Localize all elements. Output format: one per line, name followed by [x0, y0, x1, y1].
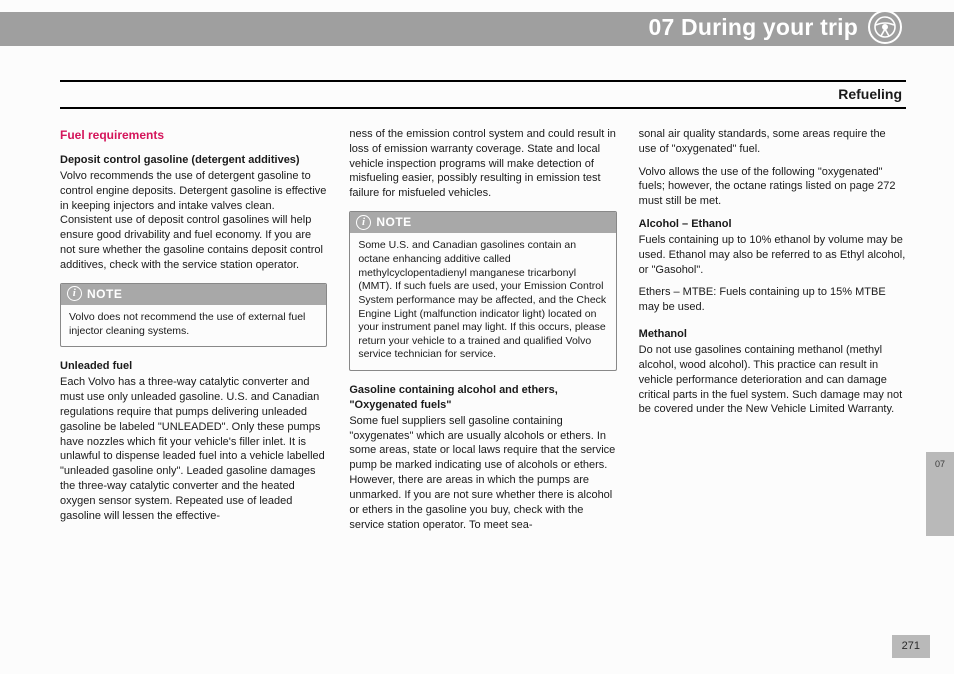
- note-header: i NOTE: [61, 284, 326, 305]
- body-text: Fuels containing up to 10% ethanol by vo…: [639, 233, 906, 278]
- note-label: NOTE: [376, 214, 411, 230]
- note-body: Volvo does not recommend the use of exte…: [61, 305, 326, 346]
- subheading: Deposit control gasoline (detergent addi…: [60, 153, 327, 168]
- note-box: i NOTE Volvo does not recommend the use …: [60, 283, 327, 347]
- note-label: NOTE: [87, 286, 122, 302]
- page-number: 271: [892, 635, 930, 658]
- note-box: i NOTE Some U.S. and Canadian gasolines …: [349, 211, 616, 371]
- chapter-tab: 07: [926, 452, 954, 536]
- steering-wheel-icon: [868, 10, 902, 44]
- body-text: Volvo recommends the use of detergent ga…: [60, 169, 327, 273]
- chapter-title: 07 During your trip: [648, 12, 858, 43]
- subheading: Unleaded fuel: [60, 359, 327, 374]
- body-text: Each Volvo has a three-way catalytic con…: [60, 375, 327, 523]
- section-heading: Fuel requirements: [60, 127, 327, 143]
- page: 07 During your trip Refueling Fuel requi…: [0, 0, 954, 674]
- note-header: i NOTE: [350, 212, 615, 233]
- note-body: Some U.S. and Canadian gasolines contain…: [350, 233, 615, 370]
- chapter-header: 07 During your trip: [60, 0, 906, 56]
- column-3: sonal air quality standards, some areas …: [639, 127, 906, 541]
- body-text: Ethers – MTBE: Fuels containing up to 15…: [639, 285, 906, 315]
- subheading: Gasoline containing alcohol and ethers, …: [349, 383, 616, 413]
- body-text: Do not use gasolines containing methanol…: [639, 343, 906, 417]
- subheading: Alcohol – Ethanol: [639, 217, 906, 232]
- body-text: sonal air quality standards, some areas …: [639, 127, 906, 157]
- info-icon: i: [356, 215, 371, 230]
- info-icon: i: [67, 286, 82, 301]
- body-text: Volvo allows the use of the following "o…: [639, 165, 906, 210]
- body-text: Some fuel suppliers sell gasoline contai…: [349, 414, 616, 533]
- content-columns: Fuel requirements Deposit control gasoli…: [60, 127, 906, 541]
- subheading: Methanol: [639, 327, 906, 342]
- column-2: ness of the emission control system and …: [349, 127, 616, 541]
- column-1: Fuel requirements Deposit control gasoli…: [60, 127, 327, 541]
- body-text: ness of the emission control system and …: [349, 127, 616, 201]
- section-title: Refueling: [60, 80, 906, 109]
